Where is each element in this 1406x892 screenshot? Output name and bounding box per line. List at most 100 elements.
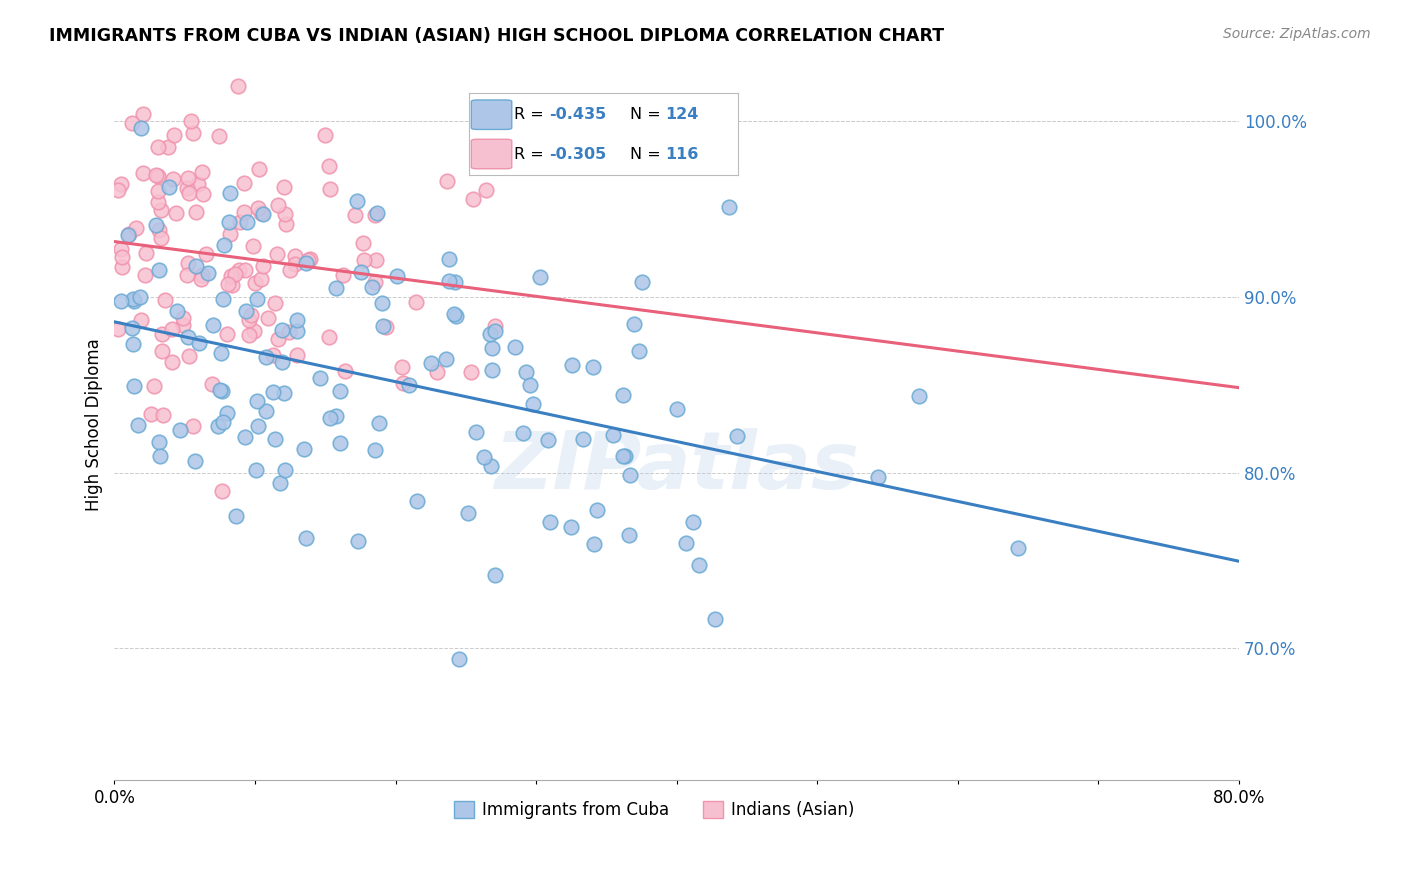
Point	[271, 323, 294, 337]
Point	[148, 223, 170, 237]
Point	[146, 195, 169, 210]
Point	[484, 318, 506, 333]
Point	[479, 327, 502, 342]
Point	[176, 268, 198, 283]
Point	[361, 280, 384, 294]
Point	[226, 79, 249, 94]
Point	[245, 463, 267, 477]
Point	[218, 227, 240, 241]
Point	[121, 292, 143, 306]
Point	[515, 365, 537, 379]
Point	[131, 121, 153, 136]
Point	[263, 432, 285, 446]
Point	[617, 528, 640, 542]
Point	[177, 170, 200, 185]
Point	[110, 242, 132, 256]
Point	[297, 252, 319, 267]
Point	[157, 179, 180, 194]
Point	[218, 215, 240, 229]
Point	[614, 449, 637, 463]
Point	[623, 317, 645, 331]
Point	[193, 186, 215, 201]
Point	[371, 318, 394, 333]
Point	[211, 483, 233, 498]
Point	[364, 275, 387, 289]
Point	[179, 349, 201, 363]
Point	[572, 432, 595, 446]
Point	[352, 236, 374, 251]
Point	[238, 312, 260, 326]
Point	[228, 263, 250, 277]
Point	[522, 396, 544, 410]
Point	[582, 359, 605, 374]
Point	[254, 350, 277, 364]
Point	[262, 348, 284, 362]
Point	[233, 205, 256, 219]
Point	[245, 394, 267, 409]
Point	[143, 378, 166, 392]
Point	[121, 320, 143, 334]
Point	[156, 139, 179, 153]
Point	[512, 425, 534, 440]
Point	[398, 378, 420, 392]
Point	[165, 205, 187, 219]
Point	[233, 177, 256, 191]
Point	[561, 358, 583, 372]
Point	[224, 267, 246, 281]
Point	[292, 442, 315, 457]
Point	[444, 309, 467, 323]
Point	[121, 115, 143, 129]
Point	[602, 428, 624, 442]
Point	[252, 207, 274, 221]
Point	[536, 433, 558, 447]
Point	[274, 463, 297, 477]
Point	[718, 200, 741, 214]
Point	[181, 127, 204, 141]
Point	[191, 268, 214, 282]
Point	[207, 418, 229, 433]
Point	[212, 238, 235, 252]
Point	[107, 321, 129, 335]
Point	[249, 272, 271, 286]
Point	[215, 327, 238, 342]
Point	[332, 268, 354, 283]
Point	[172, 318, 194, 332]
Point	[135, 246, 157, 260]
Point	[262, 385, 284, 400]
Point	[278, 326, 301, 340]
Point	[333, 363, 356, 377]
Point	[118, 227, 141, 242]
Point	[484, 325, 506, 339]
Point	[269, 475, 291, 490]
Point	[238, 327, 260, 342]
Point	[186, 177, 208, 191]
Point	[443, 275, 465, 289]
Point	[439, 274, 461, 288]
Point	[405, 294, 427, 309]
Point	[256, 310, 278, 325]
Point	[124, 294, 146, 309]
Point	[538, 515, 561, 529]
Point	[284, 257, 307, 271]
Point	[169, 423, 191, 437]
Point	[131, 167, 153, 181]
Point	[117, 227, 139, 242]
Point	[180, 113, 202, 128]
Point	[474, 183, 496, 197]
Point	[583, 537, 606, 551]
Point	[242, 239, 264, 253]
Point	[364, 442, 387, 457]
Point	[682, 515, 704, 529]
Point	[149, 203, 172, 218]
Point	[163, 128, 186, 142]
Point	[630, 275, 652, 289]
Point	[247, 161, 270, 176]
Point	[329, 384, 352, 398]
Point	[172, 310, 194, 325]
Point	[246, 418, 269, 433]
Point	[129, 313, 152, 327]
Point	[908, 389, 931, 403]
Point	[391, 359, 413, 374]
Point	[374, 319, 396, 334]
Point	[139, 407, 162, 421]
